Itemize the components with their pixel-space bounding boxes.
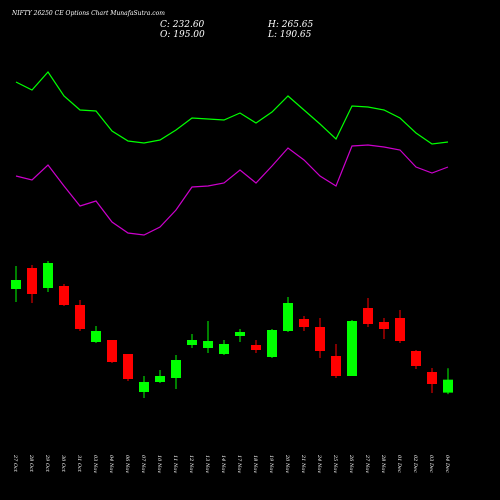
candle-body — [155, 376, 165, 382]
candle-body — [443, 379, 453, 393]
x-tick-label: 29 Oct — [44, 454, 50, 473]
candle-body — [283, 303, 293, 331]
candle-body — [11, 280, 21, 289]
candle-body — [235, 332, 245, 336]
candle-body — [251, 345, 261, 350]
x-tick-label: 12 Nov — [188, 455, 194, 473]
x-tick-label: 03 Dec — [428, 455, 434, 473]
candle-body — [59, 286, 69, 305]
candle-body — [347, 321, 357, 376]
header-close: C: 232.60 — [160, 20, 205, 30]
x-tick-label: 19 Nov — [268, 455, 274, 473]
x-tick-label: 17 Nov — [236, 455, 242, 473]
candle-body — [379, 322, 389, 329]
x-tick-label: 20 Nov — [284, 454, 290, 473]
x-tick-label: 24 Nov — [316, 454, 322, 473]
x-tick-label: 26 Nov — [348, 454, 354, 473]
candle-body — [91, 331, 101, 342]
candle-body — [187, 340, 197, 345]
x-tick-label: 02 Dec — [412, 455, 418, 473]
candle-body — [411, 351, 421, 366]
candle-body — [107, 340, 117, 362]
x-tick-label: 13 Nov — [204, 455, 210, 473]
x-tick-label: 14 Nov — [220, 455, 226, 473]
candle-body — [299, 319, 309, 327]
candle-body — [27, 268, 37, 294]
candle-body — [267, 330, 277, 357]
candle-body — [123, 354, 133, 379]
line-series — [15, 144, 449, 236]
x-tick-label: 04 Dec — [444, 455, 450, 473]
header-open: O: 195.00 — [160, 30, 205, 40]
candle-body — [139, 382, 149, 392]
x-tick-label: 03 Nov — [92, 455, 98, 473]
x-tick-label: 25 Nov — [332, 454, 338, 473]
candle-body — [315, 327, 325, 351]
x-tick-label: 28 Oct — [28, 454, 34, 473]
candle-body — [43, 263, 53, 288]
candle-body — [331, 356, 341, 376]
x-tick-label: 28 Nov — [380, 454, 386, 473]
candle-body — [171, 360, 181, 378]
chart-title: NIFTY 26250 CE Options Chart MunafaSutra… — [11, 10, 165, 17]
header-high: H: 265.65 — [267, 20, 314, 30]
candle-body — [75, 305, 85, 329]
x-tick-label: 21 Nov — [300, 454, 306, 473]
x-tick-label: 10 Nov — [156, 455, 162, 473]
x-tick-label: 31 Oct — [76, 455, 82, 473]
x-tick-label: 01 Dec — [396, 455, 402, 473]
candle-body — [219, 344, 229, 354]
x-tick-label: 07 Nov — [140, 455, 146, 473]
x-tick-label: 27 Nov — [364, 454, 370, 473]
x-tick-label: 04 Nov — [108, 455, 114, 473]
candle-body — [203, 341, 213, 348]
line-series — [15, 71, 449, 145]
x-tick-label: 27 Oct — [12, 454, 18, 473]
candle-body — [427, 372, 437, 384]
candle-body — [395, 318, 405, 341]
x-tick-label: 18 Nov — [252, 455, 258, 473]
x-tick-label: 11 Nov — [172, 455, 178, 473]
candle-body — [363, 308, 373, 324]
x-tick-label: 30 Oct — [60, 455, 66, 473]
x-tick-label: 06 Nov — [124, 455, 130, 473]
header-low: L: 190.65 — [267, 30, 312, 40]
